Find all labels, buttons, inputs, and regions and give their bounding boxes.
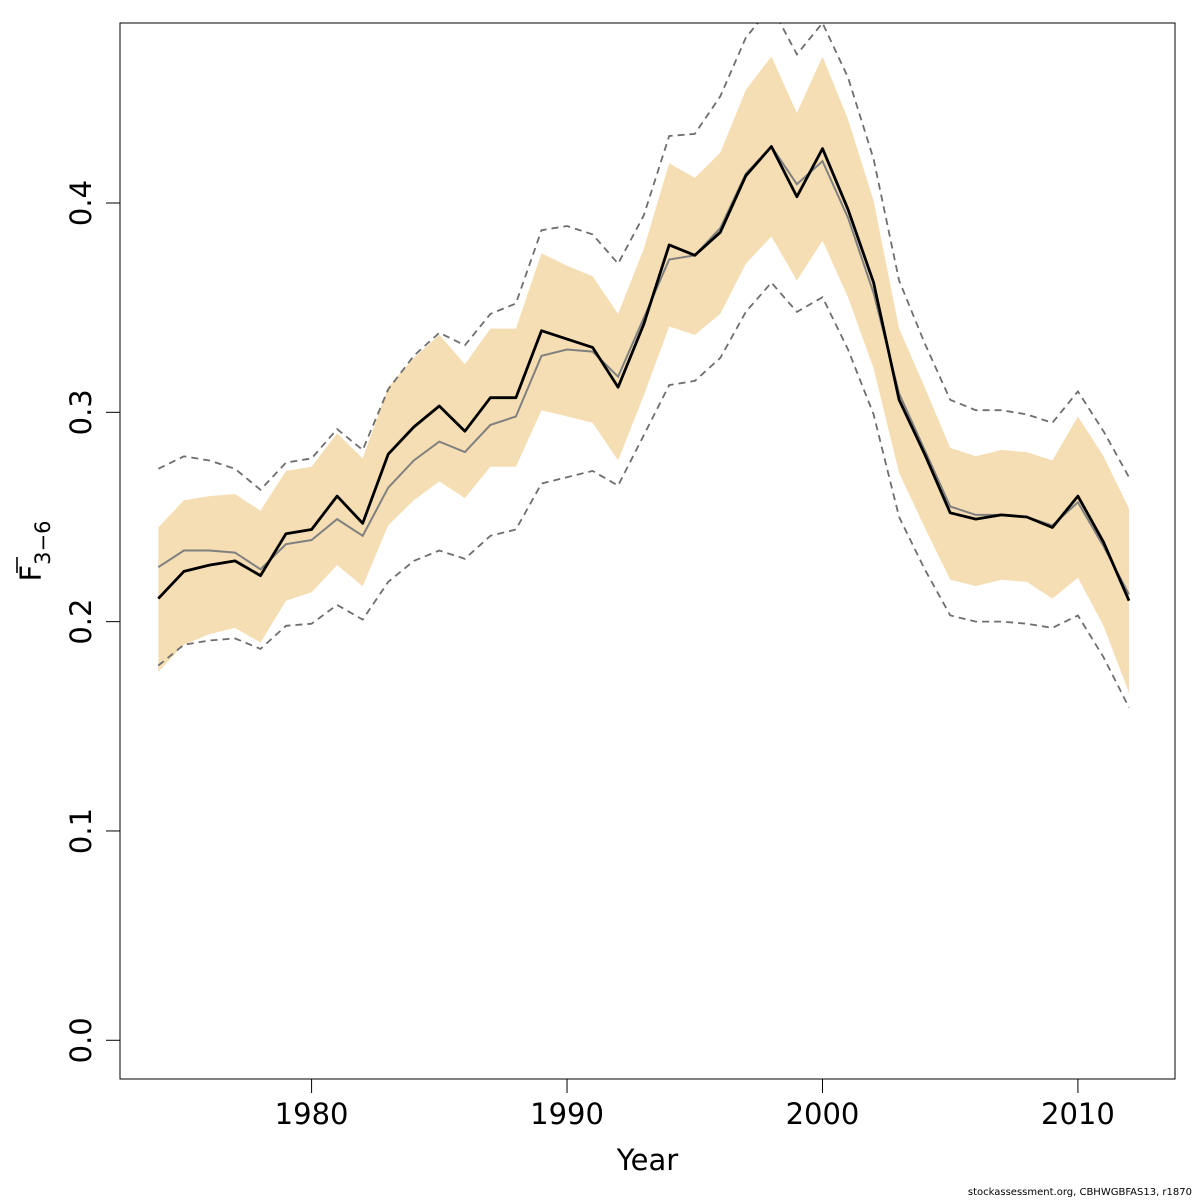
x-axis-title: Year bbox=[616, 1143, 678, 1177]
footer-credit: stockassessment.org, CBHWGBFAS13, r1870 bbox=[967, 1187, 1192, 1198]
x-tick-label: 2000 bbox=[786, 1097, 860, 1131]
y-axis-title: F3−6 bbox=[14, 520, 55, 581]
y-axis-title-subscript: 3−6 bbox=[31, 520, 55, 564]
plot-area bbox=[157, 23, 1131, 708]
y-tick-label: 0.4 bbox=[64, 180, 98, 226]
y-tick-label: 0.3 bbox=[64, 389, 98, 435]
x-tick-label: 1990 bbox=[530, 1097, 604, 1131]
median-series-line bbox=[157, 144, 1130, 595]
axes: 1980 1990 2000 2010 0.0 0.1 0.2 0.3 0.4 bbox=[64, 180, 1115, 1131]
confidence-band bbox=[158, 56, 1130, 693]
lower-dashed-bound-line bbox=[157, 281, 1130, 708]
y-tick-label: 0.1 bbox=[64, 808, 98, 854]
y-tick-label: 0.0 bbox=[64, 1017, 98, 1063]
estimate-series-line bbox=[157, 145, 1131, 602]
upper-dashed-bound-line bbox=[157, 23, 1130, 492]
y-tick-label: 0.2 bbox=[64, 599, 98, 645]
svg-text:F3−6: F3−6 bbox=[14, 520, 55, 581]
y-axis-title-main: F bbox=[14, 565, 48, 582]
x-tick-label: 2010 bbox=[1041, 1097, 1115, 1131]
x-tick-label: 1980 bbox=[275, 1097, 349, 1131]
